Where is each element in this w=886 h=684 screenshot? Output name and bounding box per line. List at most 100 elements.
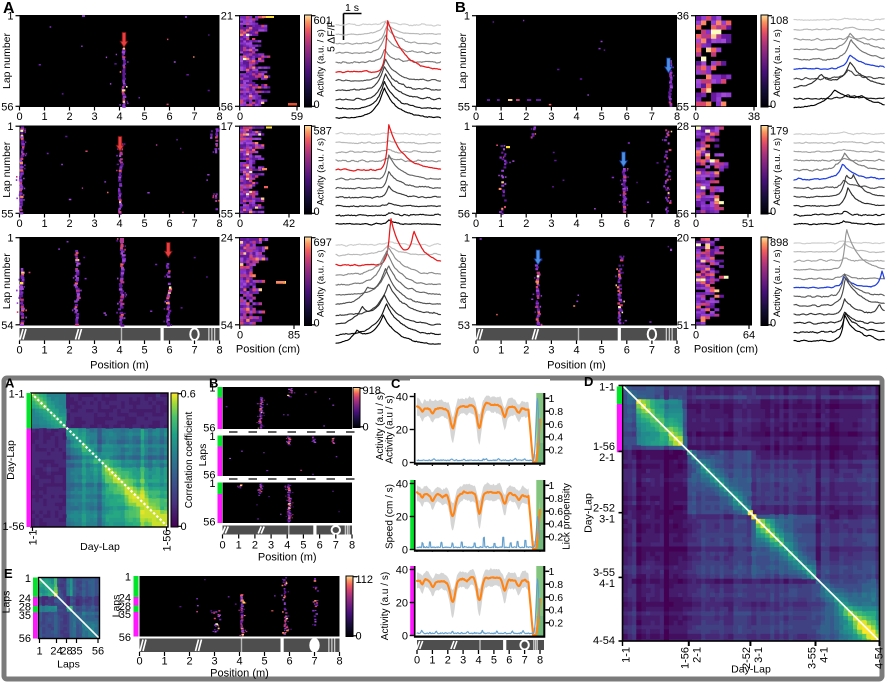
svg-text:Lick propensity: Lick propensity (562, 483, 573, 550)
svg-text:Day-Lap: Day-Lap (80, 541, 120, 553)
svg-text:B: B (209, 376, 218, 391)
svg-text:1: 1 (549, 566, 555, 578)
svg-text:8: 8 (674, 218, 680, 230)
svg-text:0.4: 0.4 (549, 432, 564, 444)
svg-text:8: 8 (216, 111, 222, 123)
svg-text:6: 6 (286, 656, 292, 668)
svg-text:D: D (584, 374, 593, 389)
svg-text:0: 0 (356, 631, 362, 643)
svg-text:4: 4 (116, 218, 122, 230)
svg-text:0: 0 (402, 544, 408, 556)
svg-text:0: 0 (402, 457, 408, 469)
svg-text:0: 0 (473, 111, 479, 123)
svg-text:35: 35 (119, 609, 131, 621)
svg-text:E: E (4, 566, 13, 581)
svg-text:56: 56 (221, 102, 233, 114)
svg-text:56: 56 (203, 470, 215, 482)
svg-text:1: 1 (7, 121, 13, 133)
svg-text:Position (m): Position (m) (258, 552, 317, 564)
svg-text:0: 0 (16, 345, 22, 357)
svg-text:1: 1 (125, 572, 131, 584)
svg-text:5: 5 (599, 111, 605, 123)
svg-text:3: 3 (91, 345, 97, 357)
svg-text:697: 697 (314, 237, 332, 249)
svg-text:55: 55 (458, 102, 470, 114)
svg-text:1: 1 (7, 11, 13, 23)
svg-text:1-1: 1-1 (599, 381, 615, 393)
svg-text:1: 1 (41, 345, 47, 357)
svg-text:38: 38 (748, 111, 760, 123)
svg-text:3: 3 (211, 656, 217, 668)
svg-text:55: 55 (221, 209, 233, 221)
svg-text:3-1: 3-1 (753, 647, 765, 663)
svg-text:0.6: 0.6 (549, 419, 564, 431)
svg-text:Laps: Laps (57, 659, 80, 671)
svg-text:3-1: 3-1 (599, 513, 615, 525)
svg-text:Activity (a.u. / s): Activity (a.u. / s) (772, 249, 783, 317)
svg-text:28: 28 (677, 121, 689, 133)
svg-text:1: 1 (209, 478, 215, 490)
svg-text:Position (cm): Position (cm) (236, 344, 300, 356)
svg-text:53: 53 (458, 320, 470, 332)
svg-text:B: B (455, 0, 466, 16)
svg-text:5: 5 (141, 111, 147, 123)
svg-text:Day-Lap: Day-Lap (583, 493, 595, 533)
svg-text:6: 6 (166, 111, 172, 123)
svg-text:1: 1 (464, 11, 470, 23)
svg-text:Position (cm): Position (cm) (694, 344, 758, 356)
svg-text:2-1: 2-1 (692, 647, 704, 663)
svg-text:1: 1 (209, 431, 215, 443)
svg-text:0: 0 (314, 99, 320, 111)
svg-text:2-1: 2-1 (599, 452, 615, 464)
svg-text:8: 8 (537, 655, 543, 667)
svg-text:20: 20 (396, 597, 408, 609)
svg-text:56: 56 (92, 646, 104, 658)
svg-text:7: 7 (191, 218, 197, 230)
svg-text:0: 0 (770, 318, 776, 330)
svg-text:3: 3 (91, 111, 97, 123)
svg-text:56: 56 (677, 209, 689, 221)
svg-text:1: 1 (161, 656, 167, 668)
svg-text:1-1: 1-1 (9, 389, 25, 401)
svg-text:3: 3 (268, 540, 274, 552)
svg-text:40: 40 (396, 391, 408, 403)
svg-text:Activity (a.u. / s): Activity (a.u. / s) (316, 138, 327, 206)
svg-text:5: 5 (599, 345, 605, 357)
svg-text:Day-Lap: Day-Lap (5, 440, 17, 480)
svg-text:918: 918 (363, 385, 381, 397)
svg-text:4-1: 4-1 (599, 578, 615, 590)
svg-text:2: 2 (66, 345, 72, 357)
svg-text:1: 1 (498, 218, 504, 230)
svg-text:36: 36 (677, 11, 689, 23)
svg-text:0: 0 (693, 111, 699, 123)
svg-text:2: 2 (186, 656, 192, 668)
svg-text:1-56: 1-56 (680, 647, 692, 669)
svg-text:0: 0 (314, 318, 320, 330)
svg-text:56: 56 (458, 209, 470, 221)
svg-text:2: 2 (523, 218, 529, 230)
svg-text:5: 5 (141, 218, 147, 230)
svg-text:4: 4 (573, 111, 579, 123)
svg-text:Position (m): Position (m) (210, 668, 269, 680)
svg-text:4: 4 (116, 111, 122, 123)
svg-text:Activity (a.u. / s): Activity (a.u. / s) (316, 249, 327, 317)
svg-text:8: 8 (336, 656, 342, 668)
svg-text:0.2: 0.2 (549, 445, 564, 457)
svg-text:7: 7 (649, 111, 655, 123)
svg-text:0: 0 (414, 655, 420, 667)
svg-text:4: 4 (116, 345, 122, 357)
svg-text:24: 24 (119, 593, 131, 605)
svg-text:20: 20 (396, 511, 408, 523)
svg-text:1: 1 (209, 383, 215, 395)
svg-text:1-56: 1-56 (593, 441, 615, 453)
svg-text:112: 112 (356, 574, 374, 586)
svg-text:8: 8 (674, 345, 680, 357)
svg-text:0: 0 (237, 330, 243, 342)
svg-text:5: 5 (261, 656, 267, 668)
svg-text:5: 5 (141, 345, 147, 357)
svg-text:Activity (a.u / s): Activity (a.u / s) (375, 392, 386, 460)
svg-text:3: 3 (548, 345, 554, 357)
svg-text:0.8: 0.8 (549, 579, 564, 591)
svg-text:Position (m): Position (m) (90, 360, 149, 372)
svg-text:54: 54 (221, 320, 233, 332)
